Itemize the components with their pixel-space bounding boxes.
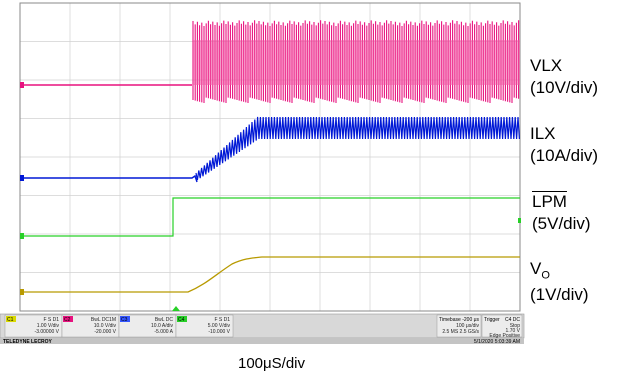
channel-setting: 1.00 V/div: [37, 323, 60, 329]
trigger-box: [481, 314, 523, 338]
timebase-title: Timebase: [439, 317, 461, 323]
trigger-setting: 1.70 V: [506, 328, 521, 334]
channel-tag: C2: [64, 317, 71, 323]
timebase-setting: 100 μs/div: [456, 323, 479, 329]
trigger-title: Trigger: [484, 317, 500, 323]
lpm-label: LPM (5V/div): [532, 192, 591, 234]
brand: TELEDYNE LECROY: [3, 339, 53, 345]
ilx-label: ILX (10A/div): [530, 124, 598, 166]
timebase-setting: 2.5 MS 2.5 GS/s: [442, 329, 479, 335]
vlx-fill: [193, 40, 520, 85]
channel-setting: F S D1: [43, 317, 59, 323]
vo-trace: [22, 256, 520, 293]
channel-setting: -20.000 V: [94, 329, 116, 335]
channel-setting: BwL DC: [155, 317, 174, 323]
vo-label: VO (1V/div): [530, 259, 589, 305]
vlx-scale: (10V/div): [530, 78, 599, 97]
ilx-name: ILX: [530, 124, 556, 143]
channel-tag-swatch: [177, 316, 187, 322]
timebase-box: [436, 314, 482, 338]
vo-scale: (1V/div): [530, 285, 589, 305]
ilx-ripple: [195, 116, 520, 181]
channel-setting: BwL DC1M: [91, 317, 116, 323]
ilx-trace-ramp: [195, 116, 520, 181]
vlx-name: VLX: [530, 56, 563, 75]
channel-setting: F S D1: [214, 317, 230, 323]
lpm-scale: (5V/div): [532, 214, 591, 233]
channel-markers: [20, 82, 521, 311]
channel-tag-swatch: [63, 316, 73, 322]
status-bar: C1 F S D11.00 V/div-3.00000 VC2 BwL DC1M10…: [0, 313, 525, 345]
vo-name: VO: [530, 259, 550, 282]
lpm-name: LPM: [532, 192, 567, 211]
trigger-setting: Edge Positive: [489, 333, 520, 339]
channel-setting: -3.00000 V: [35, 329, 60, 335]
channel-box: [175, 314, 234, 338]
channel-tag-swatch: [120, 316, 130, 322]
ilx-trace-baseline: [22, 174, 198, 183]
vlx-trace-switching: [192, 20, 520, 103]
channel-tag-swatch: [6, 316, 16, 322]
channel-setting: 10.0 A/div: [151, 323, 173, 329]
channel-setting: 10.0 V/div: [94, 323, 117, 329]
timebase-delay: -200 μs: [462, 317, 479, 323]
trigger-setting: Stop: [510, 323, 521, 329]
channel-setting: -5.000 A: [154, 329, 173, 335]
channel-tag: C1: [7, 317, 14, 323]
lpm-trace: [22, 197, 520, 237]
channel-tag: C4: [178, 317, 185, 323]
channel-setting: -10.000 V: [208, 329, 230, 335]
timebase-label: 100μS/div: [238, 355, 306, 372]
channel-tag: C3: [121, 317, 128, 323]
trigger-tag: C4 DC: [505, 317, 520, 323]
plot-border: [19, 2, 521, 312]
traces: [22, 20, 520, 293]
ilx-scale: (10A/div): [530, 146, 599, 165]
channel-setting: 5.00 V/div: [208, 323, 231, 329]
timestamp: 5/1/2020 5:03:39 AM: [474, 339, 520, 345]
vlx-label: VLX (10V/div): [530, 56, 598, 98]
